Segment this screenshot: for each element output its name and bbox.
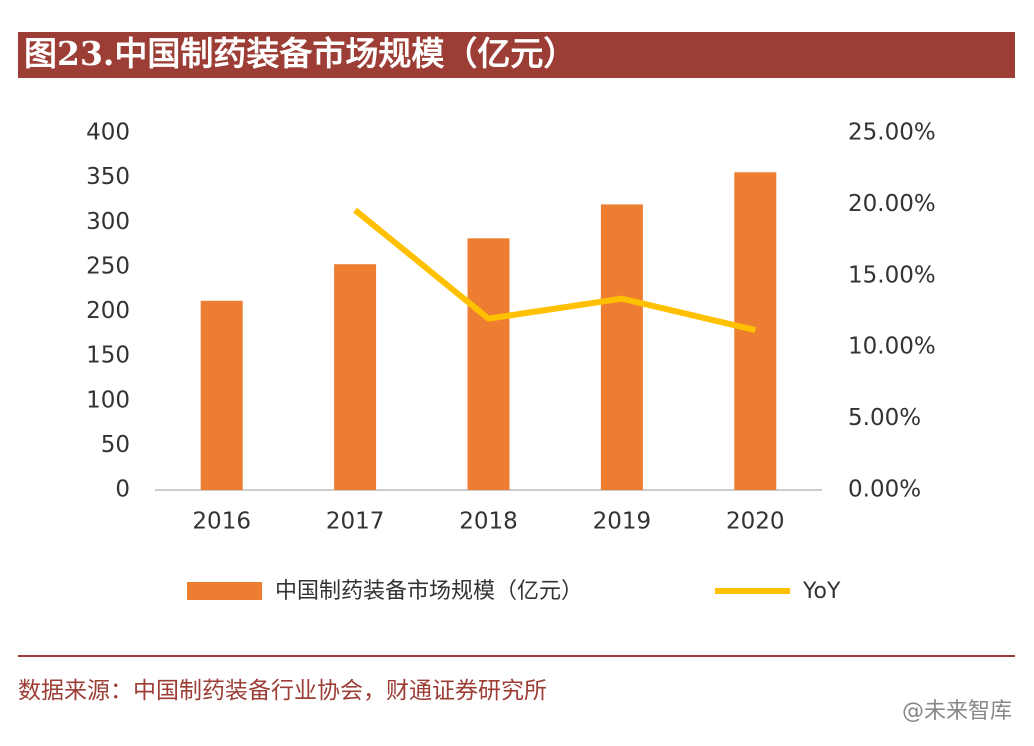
y-tick-label: 100 (86, 387, 130, 413)
watermark: @未来智库 (902, 699, 1012, 724)
line (353, 207, 756, 333)
x-tick-label: 2016 (192, 509, 251, 535)
bar (600, 204, 643, 490)
legend-label: YoY (802, 579, 841, 604)
bar (334, 264, 377, 490)
x-tick-label: 2017 (326, 509, 385, 535)
legend-label: 中国制药装备市场规模（亿元） (275, 579, 583, 604)
x-tick-label: 2018 (459, 509, 518, 535)
legend-swatch (187, 582, 262, 600)
bar (467, 238, 510, 490)
bar (734, 172, 777, 490)
y-tick-label: 50 (101, 432, 130, 458)
source-note: 数据来源：中国制药装备行业协会，财通证券研究所 (18, 678, 547, 704)
y-tick-label: 400 (86, 120, 130, 146)
bar (200, 300, 243, 490)
y2-tick-label: 20.00% (848, 191, 936, 217)
y2-tick-label: 15.00% (848, 262, 936, 288)
x-tick-label: 2019 (593, 509, 652, 535)
x-tick-label: 2020 (726, 509, 785, 535)
y2-tick-label: 5.00% (848, 405, 921, 431)
chart-title: 图23.中国制药装备市场规模（亿元） (24, 34, 576, 73)
y2-tick-label: 25.00% (848, 120, 936, 146)
title-bar (18, 32, 1015, 78)
y-tick-label: 150 (86, 343, 130, 369)
y-tick-label: 0 (115, 477, 130, 503)
y2-tick-label: 0.00% (848, 477, 921, 503)
y2-tick-label: 10.00% (848, 334, 936, 360)
y-tick-label: 250 (86, 253, 130, 279)
y-tick-label: 200 (86, 298, 130, 324)
y-tick-label: 300 (86, 209, 130, 235)
y-tick-label: 350 (86, 164, 130, 190)
